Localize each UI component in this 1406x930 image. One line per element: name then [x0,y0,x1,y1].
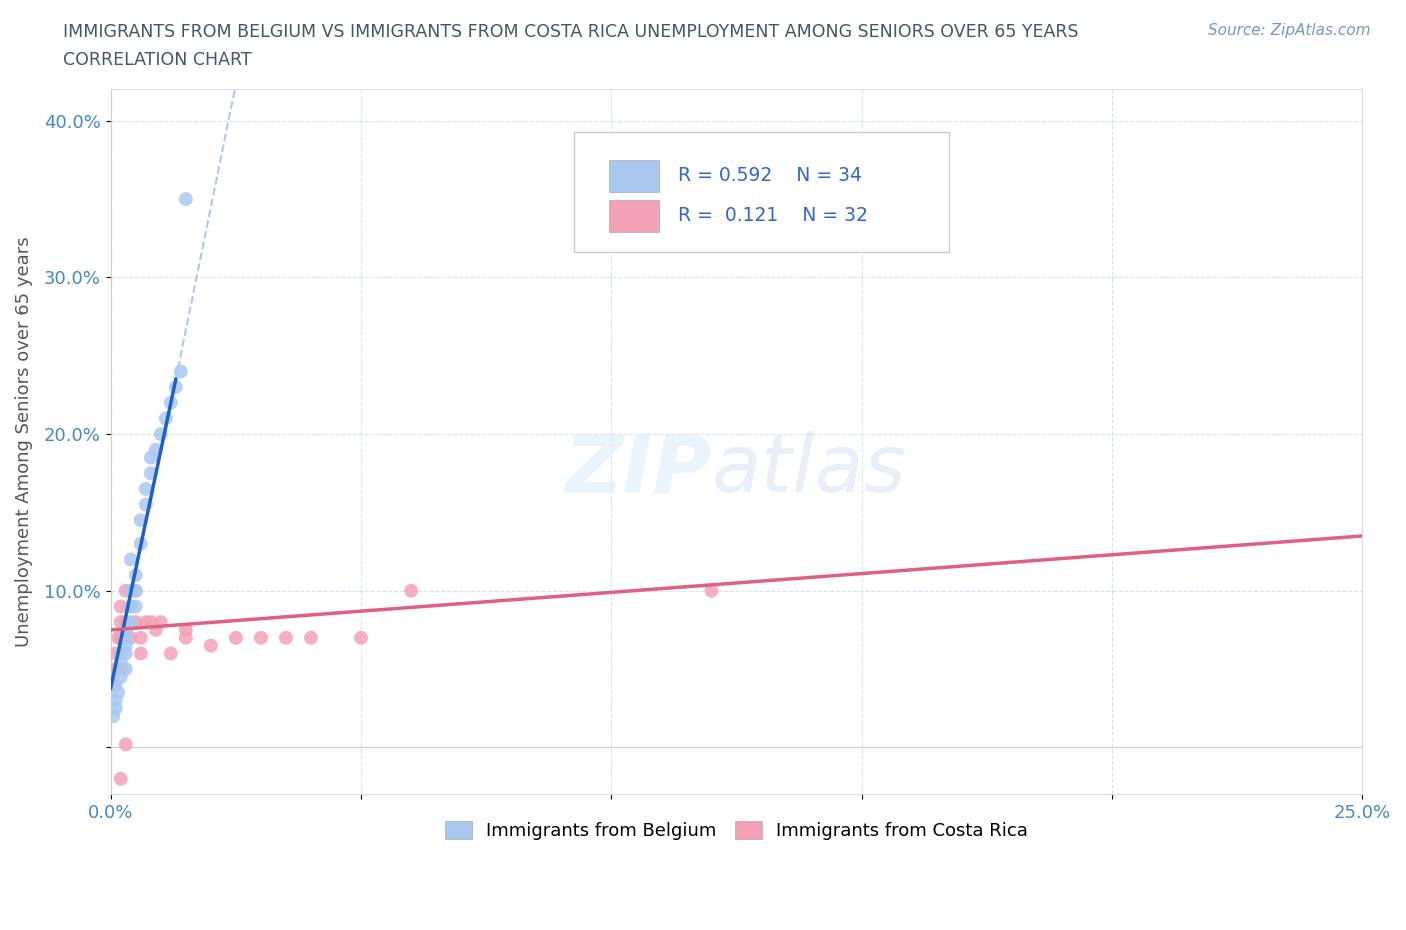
Point [149,427,172,442]
Y-axis label: Unemployment Among Seniors over 65 years: Unemployment Among Seniors over 65 years [15,236,32,647]
Point [125,567,148,582]
Point [145,443,167,458]
Point [125,615,148,630]
FancyBboxPatch shape [609,200,659,232]
Point [129,631,152,645]
Point [250,631,273,645]
Point [125,583,148,598]
FancyBboxPatch shape [574,132,949,252]
Point [129,646,152,661]
Text: atlas: atlas [711,432,907,509]
FancyBboxPatch shape [609,160,659,192]
Point [174,631,197,645]
Point [149,615,172,630]
Point [200,638,222,653]
Point [170,364,193,379]
Point [114,661,136,676]
Point [139,450,162,465]
Point [107,685,129,700]
Point [110,599,132,614]
Point [299,631,322,645]
Legend: Immigrants from Belgium, Immigrants from Costa Rica: Immigrants from Belgium, Immigrants from… [436,812,1038,849]
Point [110,646,132,661]
Point [120,631,142,645]
Point [155,411,177,426]
Point [125,599,148,614]
Point [114,631,136,645]
Point [120,552,142,567]
Point [225,631,247,645]
Point [114,622,136,637]
Point [114,737,136,751]
Point [135,615,157,630]
Text: CORRELATION CHART: CORRELATION CHART [63,51,252,69]
Text: Source: ZipAtlas.com: Source: ZipAtlas.com [1208,23,1371,38]
Text: ZIP: ZIP [564,432,711,509]
Point [103,709,125,724]
Point [120,599,142,614]
Point [700,583,723,598]
Text: R = 0.592    N = 34: R = 0.592 N = 34 [678,166,862,185]
Point [120,615,142,630]
Text: IMMIGRANTS FROM BELGIUM VS IMMIGRANTS FROM COSTA RICA UNEMPLOYMENT AMONG SENIORS: IMMIGRANTS FROM BELGIUM VS IMMIGRANTS FR… [63,23,1078,41]
Point [110,771,132,786]
Point [104,693,127,708]
Point [114,583,136,598]
Point [104,661,127,676]
Point [114,646,136,661]
Point [139,466,162,481]
Point [399,583,422,598]
Point [114,638,136,653]
Point [274,631,297,645]
Point [129,537,152,551]
Point [114,615,136,630]
Point [125,583,148,598]
Point [107,631,129,645]
Point [174,192,197,206]
Point [110,631,132,645]
Text: R =  0.121    N = 32: R = 0.121 N = 32 [678,206,868,225]
Point [110,654,132,669]
Point [159,646,181,661]
Point [159,395,181,410]
Point [104,701,127,716]
Point [174,622,197,637]
Point [120,583,142,598]
Point [120,599,142,614]
Point [104,677,127,692]
Point [129,512,152,527]
Point [350,631,373,645]
Point [145,622,167,637]
Point [110,661,132,676]
Point [135,498,157,512]
Point [103,677,125,692]
Point [135,482,157,497]
Point [110,615,132,630]
Point [139,615,162,630]
Point [110,670,132,684]
Point [165,379,187,394]
Point [104,646,127,661]
